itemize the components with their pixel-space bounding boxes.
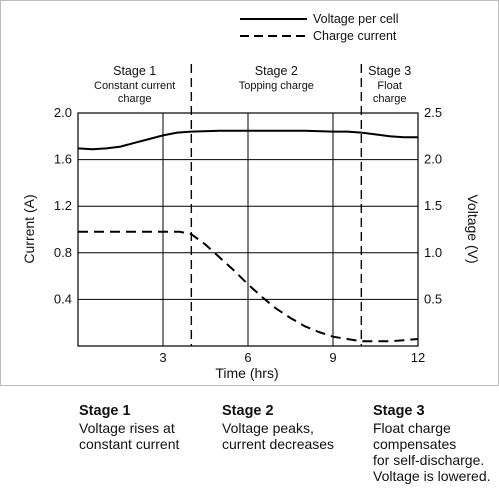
- stage-title: Stage 3: [368, 64, 411, 78]
- caption-stage-1: Stage 1 Voltage rises at constant curren…: [79, 403, 179, 452]
- caption-stage-2: Stage 2 Voltage peaks, current decreases: [222, 403, 334, 452]
- x-tick-label: 3: [159, 350, 166, 365]
- y-tick-label-right: 0.5: [424, 291, 442, 306]
- chart-border: [0, 0, 499, 386]
- stage-title: Stage 2: [255, 64, 298, 78]
- caption-stage-3: Stage 3 Float charge compensates for sel…: [373, 403, 491, 484]
- legend-label: Charge current: [313, 29, 397, 43]
- caption-title: Stage 3: [373, 403, 425, 419]
- stage-subtitle: Constant current: [94, 80, 175, 92]
- legend-label: Voltage per cell: [313, 12, 398, 26]
- x-axis-label: Time (hrs): [215, 365, 278, 381]
- x-tick-label: 9: [329, 350, 336, 365]
- caption-title: Stage 1: [79, 403, 131, 419]
- y-tick-label-right: 1.5: [424, 198, 442, 213]
- y-tick-label-right: 2.5: [424, 105, 442, 120]
- series-charge-current: [78, 230, 419, 343]
- axes: [77, 112, 419, 347]
- y-axis-label-left: Current (A): [21, 194, 37, 263]
- y-axis-label-right: Voltage (V): [465, 194, 481, 263]
- y-tick-label-left: 0.8: [54, 245, 72, 260]
- x-tick-label: 6: [244, 350, 251, 365]
- caption-body: Float charge compensates for self-discha…: [373, 420, 491, 484]
- y-tick-label-left: 2.0: [54, 105, 72, 120]
- caption-body: Voltage peaks, current decreases: [222, 420, 335, 452]
- stage-subtitle: charge: [373, 93, 407, 105]
- stage-subtitle: Topping charge: [239, 80, 314, 92]
- y-tick-label-left: 1.6: [54, 152, 72, 167]
- caption-title: Stage 2: [222, 403, 274, 419]
- stage-subtitle: charge: [118, 93, 152, 105]
- x-tick-label: 12: [411, 350, 425, 365]
- series-voltage-per-cell: [77, 129, 418, 151]
- stage-title: Stage 1: [113, 64, 156, 78]
- y-tick-label-left: 1.2: [54, 198, 72, 213]
- stage-dividers: [190, 64, 363, 346]
- tick-labels: 3 6 9 12 0.4 0.8 1.2 1.6 2.0 0.5 1.0 1.5 2.0 2.5: [54, 105, 442, 365]
- y-tick-label-right: 2.0: [424, 152, 442, 167]
- legend: Voltage per cell Charge current: [240, 12, 398, 43]
- stage-subtitle: Float: [377, 80, 401, 92]
- y-tick-label-right: 1.0: [424, 245, 442, 260]
- plot-frame: [77, 112, 419, 347]
- caption-body: Voltage rises at constant current: [79, 420, 180, 452]
- series-layer: [77, 129, 419, 343]
- y-tick-label-left: 0.4: [54, 291, 72, 306]
